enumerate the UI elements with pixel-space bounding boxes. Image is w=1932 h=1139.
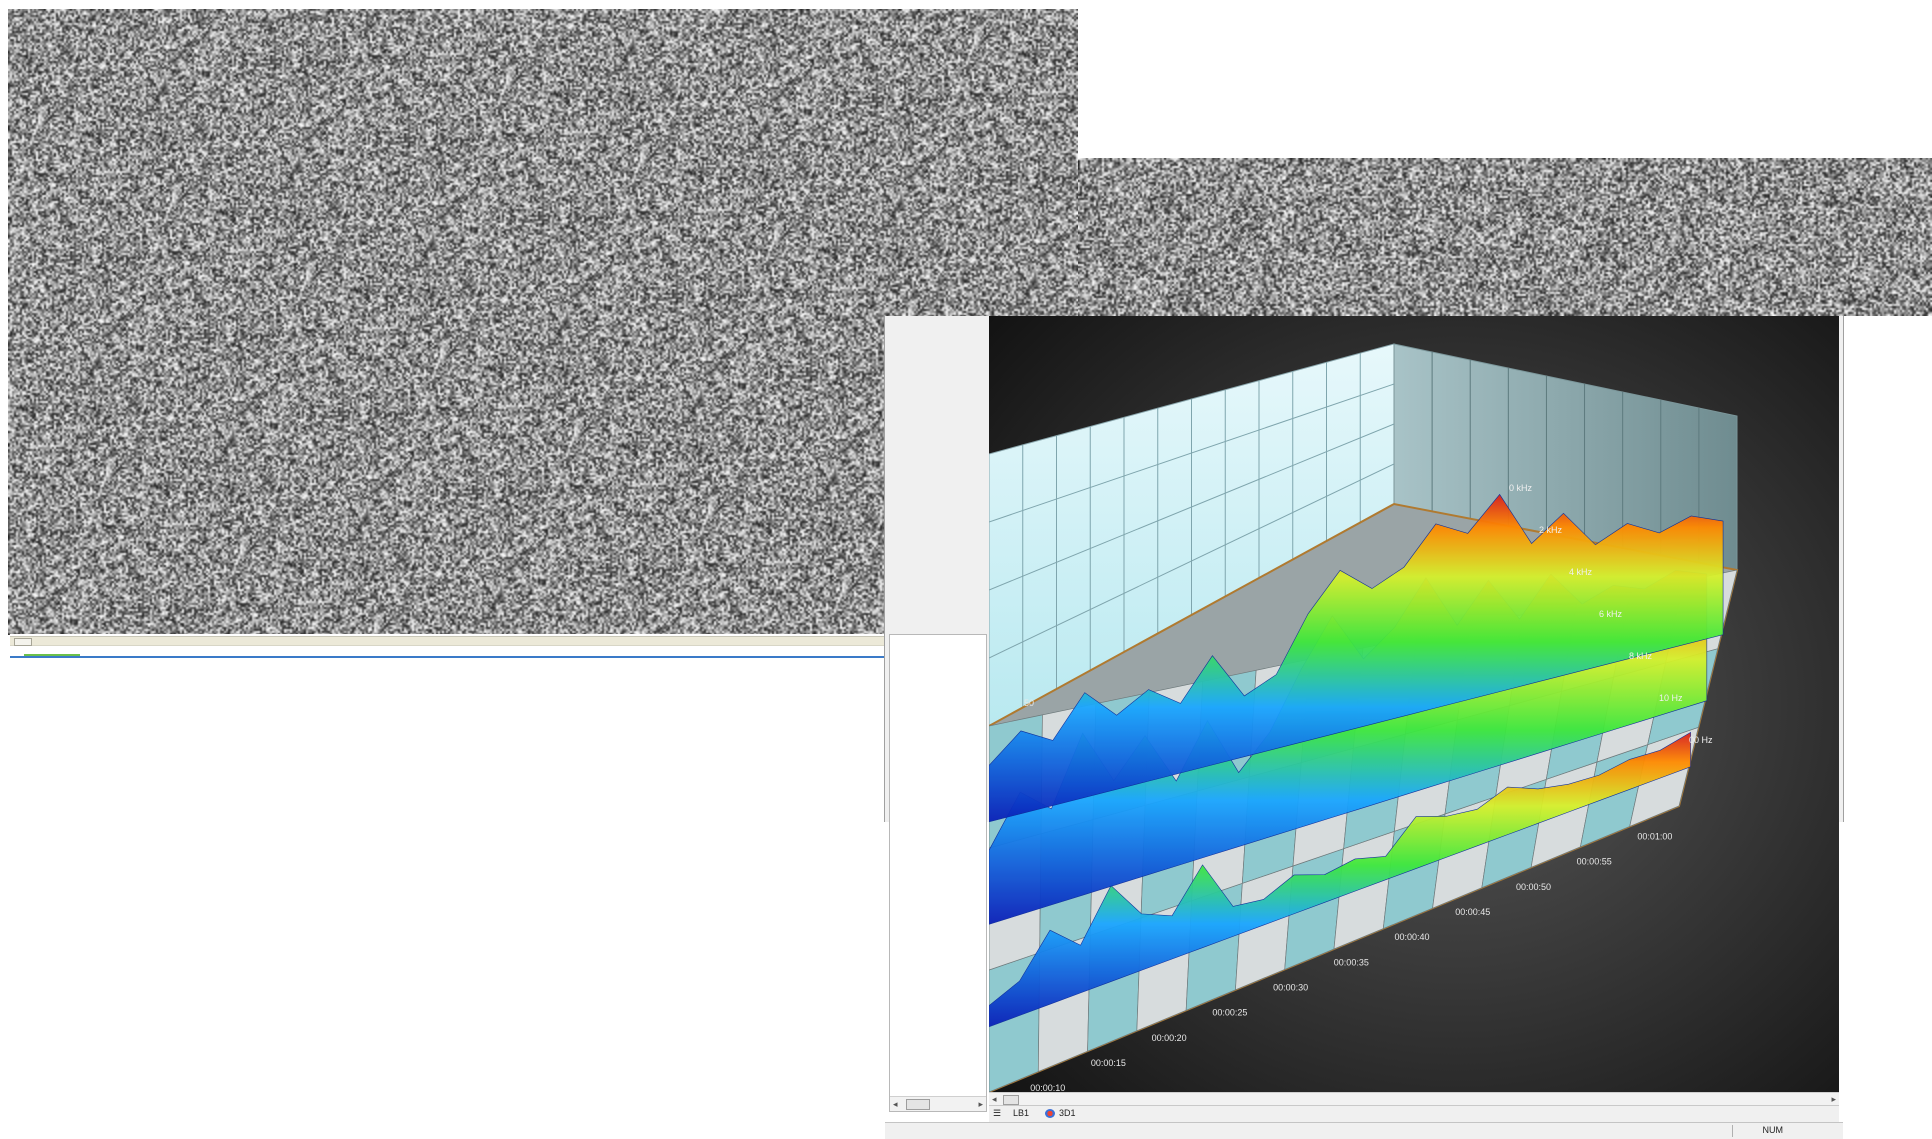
x-tick-label: 00:00:45 <box>1455 907 1490 917</box>
frequency-tick-label: 0 kHz <box>1509 483 1533 493</box>
tab-label: 3D1 <box>1059 1108 1076 1118</box>
frequency-tick-label: 10 Hz <box>1659 693 1683 703</box>
left-panel: ◂ ▸ <box>889 634 987 1112</box>
scrollbar-thumb[interactable] <box>14 638 32 646</box>
z-axis-value-label: 50 <box>1024 698 1035 708</box>
left-panel-scrollbar[interactable]: ◂ ▸ <box>890 1096 986 1111</box>
x-tick-label: 00:00:30 <box>1273 982 1308 992</box>
tab-3d1[interactable]: 3D1 <box>1045 1107 1076 1120</box>
horizontal-scrollbar[interactable] <box>10 636 885 646</box>
x-tick-label: 00:00:55 <box>1577 857 1612 867</box>
x-tick-label: 00:00:20 <box>1152 1033 1187 1043</box>
x-tick-label: 00:00:35 <box>1334 957 1369 967</box>
x-tick-label: 00:00:10 <box>1030 1083 1065 1092</box>
list-icon: ☰ <box>993 1108 1002 1118</box>
sheet-tabs: ☰ LB1 3D1 <box>989 1105 1839 1122</box>
x-tick-label: 00:00:25 <box>1212 1008 1247 1018</box>
frequency-tick-label: 8 kHz <box>1629 651 1653 661</box>
chart-scrollbar-thumb[interactable] <box>1003 1095 1019 1105</box>
tab-label: LB1 <box>1013 1108 1030 1118</box>
arrow-right-icon[interactable]: ▸ <box>1831 1094 1836 1104</box>
arrow-left-icon[interactable]: ◂ <box>992 1094 997 1104</box>
status-separator <box>1732 1125 1733 1137</box>
left-scrollbar-thumb[interactable] <box>906 1099 930 1110</box>
x-tick-label: 00:00:50 <box>1516 882 1551 892</box>
wall-grid <box>989 352 1700 708</box>
app-window: ◂ ▸ <box>884 316 1844 1139</box>
pie-chart-icon <box>1045 1109 1055 1119</box>
back-wall-gridline <box>989 423 1395 591</box>
frequency-tick-label: 2 kHz <box>1539 525 1563 535</box>
frequency-axis-ticks: 0 kHz 2 kHz 4 kHz 6 kHz 8 kHz 10 Hz 00 Hz <box>1509 483 1713 745</box>
frequency-tick-label: 6 kHz <box>1599 609 1623 619</box>
chart-area: 00:00:10 00:00:15 00:00:20 00:00:25 00:00:30… <box>989 316 1839 1092</box>
x-tick-label: 00:00:15 <box>1091 1058 1126 1068</box>
x-tick-label: 00:00:40 <box>1395 932 1430 942</box>
desktop-strip <box>10 634 885 660</box>
window-border-line <box>10 656 885 658</box>
progress-segment <box>24 654 80 656</box>
back-wall-gridline <box>989 463 1395 659</box>
x-tick-label: 00:01:00 <box>1637 831 1672 841</box>
frequency-tick-label: 00 Hz <box>1689 735 1713 745</box>
chart-horizontal-scrollbar[interactable]: ◂ ▸ <box>989 1092 1839 1105</box>
chart-3d-waterfall: 00:00:10 00:00:15 00:00:20 00:00:25 00:00:30… <box>989 316 1839 1092</box>
status-bar: NUM <box>885 1122 1843 1139</box>
back-wall-gridline <box>989 383 1395 523</box>
arrow-right-icon[interactable]: ▸ <box>978 1099 983 1109</box>
noise-region-right <box>1078 158 1932 316</box>
tab-lb1[interactable]: LB1 <box>1013 1107 1029 1120</box>
frequency-tick-label: 4 kHz <box>1569 567 1593 577</box>
num-lock-indicator: NUM <box>1762 1125 1784 1135</box>
arrow-left-icon[interactable]: ◂ <box>893 1099 898 1109</box>
surface-ridge <box>989 493 1724 823</box>
